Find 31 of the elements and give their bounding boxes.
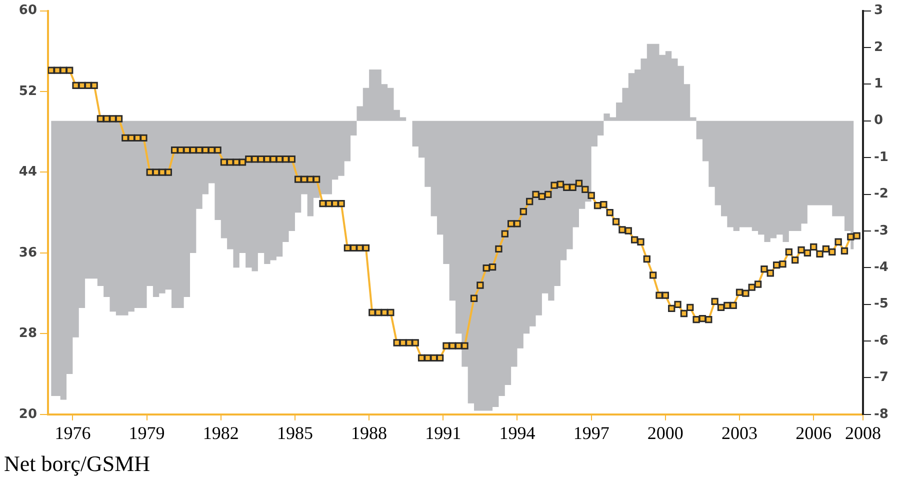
y-tick-label: 36 (18, 245, 37, 260)
x-tick-label: 2000 (647, 422, 684, 443)
y-tick-label: 52 (18, 84, 37, 99)
x-tick-label: 1991 (425, 422, 462, 443)
x-tick-label: 2008 (845, 422, 881, 443)
x-tick-label: 1988 (351, 422, 388, 443)
y2-tick-label: -2 (874, 186, 888, 202)
x-tick-label: 1994 (499, 422, 536, 443)
y2-tick-label: -7 (874, 370, 888, 386)
y2-tick-label: -1 (874, 150, 888, 165)
x-tick-label: 1979 (128, 422, 165, 443)
x-tick-label: 1982 (202, 422, 239, 443)
y-tick-label: 28 (18, 326, 37, 342)
y-tick-label: 44 (18, 164, 37, 180)
y2-tick-label: 1 (874, 76, 884, 92)
x-tick-label: 1997 (573, 422, 610, 443)
text: Net borç/GSMH (4, 451, 150, 477)
y2-tick-label: -4 (874, 260, 888, 276)
y-tick-label: 60 (18, 3, 37, 18)
y2-tick-label: 0 (874, 113, 884, 128)
x-tick-label: 1976 (54, 422, 91, 443)
x-tick-label: 2006 (796, 422, 832, 443)
y2-tick-label: -8 (874, 406, 888, 422)
y2-tick-label: -3 (874, 223, 888, 238)
x-tick-label: 2003 (722, 422, 758, 443)
y2-tick-label: -5 (874, 296, 888, 312)
y2-tick-label: 3 (874, 3, 884, 18)
y2-tick-label: -6 (874, 333, 888, 348)
y-tick-label: 20 (18, 406, 37, 422)
y2-tick-label: 2 (874, 40, 884, 55)
x-tick-label: 1985 (276, 422, 313, 443)
